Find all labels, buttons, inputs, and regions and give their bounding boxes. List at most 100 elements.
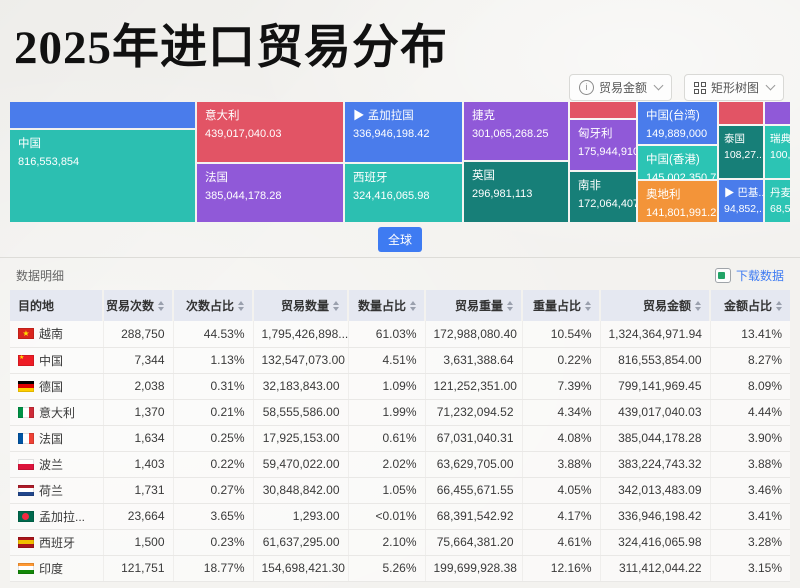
section-divider xyxy=(0,257,800,258)
treemap-node-china[interactable]: 中国 816,553,854 xyxy=(10,130,195,222)
value-cell: 3.46% xyxy=(710,477,790,504)
value-cell: 1,293.00 xyxy=(253,503,349,530)
value-cell: 0.22% xyxy=(522,347,601,374)
value-cell: 4.34% xyxy=(522,399,601,426)
treemap-node-top-strip-blue[interactable] xyxy=(10,102,195,128)
treemap-node-value: 175,944,910.58 xyxy=(578,145,636,158)
table-row: 法国 1,634 0.25% 17,925,153.00 0.61% 67,031,040… xyxy=(10,425,790,452)
treemap-node-bangladesh[interactable]: ▶ 孟加拉国 336,946,198.42 xyxy=(345,102,462,162)
column-header-6[interactable]: 贸易重量 xyxy=(425,290,523,321)
data-table: 目的地 贸易次数 次数占比 贸易数量 数量占比 贸易重量 重量占比 贸易金额 金额占比 ★ 越南 2… xyxy=(10,290,790,582)
table-row: 孟加拉... 23,664 3.65% 1,293.00 <0.01% 68,391,54… xyxy=(10,503,790,530)
table-row: 西班牙 1,500 0.23% 61,637,295.00 2.10% 75,664,38… xyxy=(10,529,790,556)
poland-flag-icon xyxy=(18,458,34,470)
destination-label: 越南 xyxy=(39,327,64,342)
treemap-node-pakistan[interactable]: ▶ 巴基... 94,852,... xyxy=(719,180,763,222)
destination-cell: 孟加拉... xyxy=(10,503,104,530)
value-cell: 8.27% xyxy=(710,347,790,374)
treemap-node-italy[interactable]: 意大利 439,017,040.03 xyxy=(197,102,343,162)
treemap-node-value: 68,5... xyxy=(770,203,790,216)
treemap-node-strip-red-2[interactable] xyxy=(719,102,763,124)
value-cell: 1,370 xyxy=(103,399,174,426)
excel-file-icon xyxy=(714,267,731,283)
sort-icon[interactable] xyxy=(776,300,782,311)
column-header-8[interactable]: 贸易金额 xyxy=(600,290,711,321)
destination-label: 荷兰 xyxy=(39,483,64,498)
column-header-5[interactable]: 数量占比 xyxy=(348,290,426,321)
treemap-node-uk[interactable]: 英国 296,981,113 xyxy=(464,162,568,222)
value-cell: 66,455,671.55 xyxy=(425,477,523,504)
value-cell: 1.05% xyxy=(348,477,426,504)
column-header-label: 次数占比 xyxy=(185,299,234,313)
treemap-node-czechia[interactable]: 捷克 301,065,268.25 xyxy=(464,102,568,160)
treemap-node-value: 172,064,407.59 xyxy=(578,197,636,210)
treemap-node-label: 中国 xyxy=(18,138,41,150)
sort-icon[interactable] xyxy=(585,300,591,311)
column-header-7[interactable]: 重量占比 xyxy=(522,290,601,321)
value-cell: 30,848,842.00 xyxy=(253,477,349,504)
value-cell: 3.88% xyxy=(522,451,601,478)
value-cell: 75,664,381.20 xyxy=(425,529,523,556)
treemap-root-button[interactable]: 全球 xyxy=(377,227,422,252)
value-cell: 336,946,198.42 xyxy=(600,503,711,530)
section-title: 数据明细 xyxy=(16,268,65,283)
sort-icon[interactable] xyxy=(333,300,339,311)
sort-icon[interactable] xyxy=(410,300,416,311)
download-data-link[interactable]: 下载数据 xyxy=(714,267,784,284)
destination-cell: 德国 xyxy=(10,373,104,400)
treemap-node-strip-purple[interactable] xyxy=(765,102,790,124)
treemap-node-hungary[interactable]: 匈牙利 175,944,910.58 xyxy=(570,120,636,170)
sort-icon[interactable] xyxy=(695,300,701,311)
column-header-label: 贸易数量 xyxy=(280,299,329,313)
value-cell: 199,699,928.38 xyxy=(425,555,523,582)
value-cell: 1,634 xyxy=(103,425,174,452)
metric-selector-dropdown[interactable]: 贸易金额 xyxy=(568,74,672,101)
column-header-label: 数量占比 xyxy=(357,299,406,313)
treemap-node-value: 385,044,178.28 xyxy=(205,189,282,202)
treemap-node-label: ▶ 巴基... xyxy=(724,187,763,199)
info-circle-icon xyxy=(578,80,594,95)
treemap-node-austria[interactable]: 奥地利 141,801,991.26 xyxy=(638,181,717,222)
treemap-node-china-taiwan[interactable]: 中国(台湾) 149,889,000 xyxy=(638,102,717,144)
destination-label: 德国 xyxy=(39,379,64,394)
treemap-node-value: 301,065,268.25 xyxy=(472,127,549,140)
treemap-node-thailand[interactable]: 泰国 108,27... xyxy=(719,126,763,178)
treemap-node-label: 西班牙 xyxy=(353,172,388,184)
treemap-node-strip-red[interactable] xyxy=(570,102,636,118)
sort-icon[interactable] xyxy=(507,300,513,311)
value-cell: <0.01% xyxy=(348,503,426,530)
value-cell: 1.99% xyxy=(348,399,426,426)
treemap-node-south-africa[interactable]: 南非 172,064,407.59 xyxy=(570,172,636,222)
treemap-node-denmark[interactable]: 丹麦 68,5... xyxy=(765,180,790,222)
value-cell: 0.25% xyxy=(173,425,254,452)
treemap-node-value: 324,416,065.98 xyxy=(353,189,430,202)
value-cell: 7,344 xyxy=(103,347,174,374)
netherlands-flag-icon xyxy=(18,484,34,496)
sort-icon[interactable] xyxy=(238,300,244,311)
value-cell: 0.21% xyxy=(173,399,254,426)
sort-icon[interactable] xyxy=(158,300,164,311)
value-cell: 2,038 xyxy=(103,373,174,400)
treemap-node-value: 108,27... xyxy=(724,149,763,162)
value-cell: 61,637,295.00 xyxy=(253,529,349,556)
value-cell: 816,553,854.00 xyxy=(600,347,711,374)
metric-selector-label: 贸易金额 xyxy=(598,81,647,95)
treemap-node-france[interactable]: 法国 385,044,178.28 xyxy=(197,164,343,222)
treemap-node-label: 中国(香港) xyxy=(646,154,700,166)
chart-type-selector-dropdown[interactable]: 矩形树图 xyxy=(683,74,784,101)
value-cell: 13.41% xyxy=(710,321,790,348)
column-header-9[interactable]: 金额占比 xyxy=(710,290,790,321)
table-row: 荷兰 1,731 0.27% 30,848,842.00 1.05% 66,455,671… xyxy=(10,477,790,504)
column-header-3[interactable]: 次数占比 xyxy=(173,290,254,321)
column-header-label: 重量占比 xyxy=(532,299,581,313)
value-cell: 799,141,969.45 xyxy=(600,373,711,400)
treemap-node-label: 捷克 xyxy=(472,110,495,122)
treemap-node-sweden[interactable]: 瑞典 100,6... xyxy=(765,126,790,178)
column-header-4[interactable]: 贸易数量 xyxy=(253,290,349,321)
treemap-node-china-hongkong[interactable]: 中国(香港) 145,002,350.73 xyxy=(638,146,717,179)
value-cell: 121,252,351.00 xyxy=(425,373,523,400)
value-cell: 10.54% xyxy=(522,321,601,348)
column-header-2[interactable]: 贸易次数 xyxy=(103,290,174,321)
treemap-node-spain[interactable]: 西班牙 324,416,065.98 xyxy=(345,164,462,222)
